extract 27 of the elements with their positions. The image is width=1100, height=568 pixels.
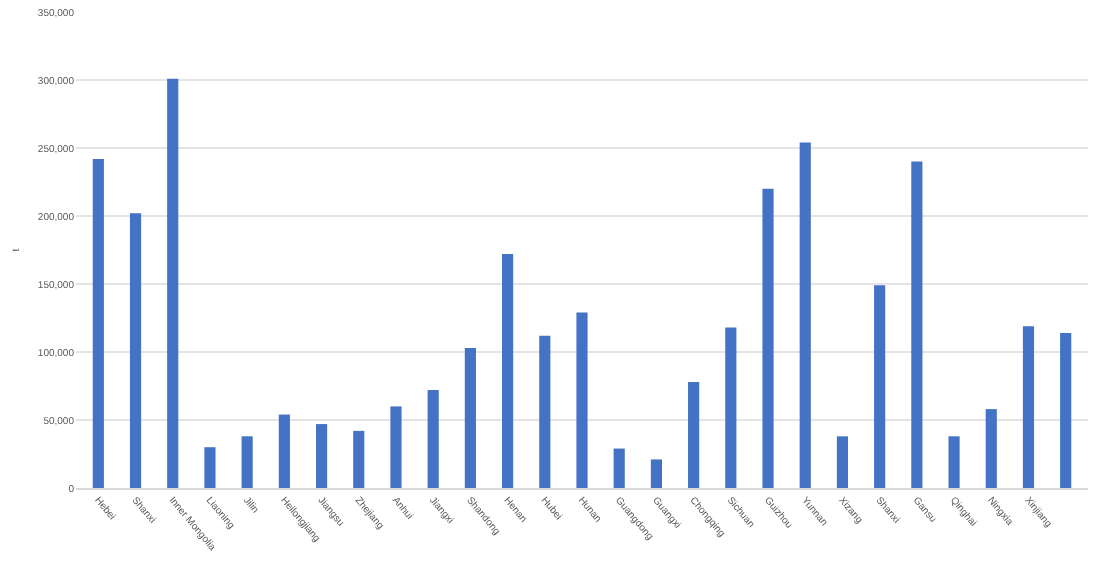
bar [650,459,662,488]
bar [167,78,179,488]
bar [427,390,439,488]
bar [613,448,625,488]
bar [1022,326,1035,488]
bar [539,335,551,488]
bar [390,406,402,488]
bar [241,436,253,488]
bar [762,188,774,488]
bar [502,254,514,488]
bar [836,436,849,488]
bar [985,409,997,488]
bar [315,424,328,488]
bar [874,285,886,488]
bar [129,213,142,488]
bar [911,161,923,488]
bar [204,447,216,488]
bar [576,312,588,488]
bar [725,327,737,488]
bar [278,414,290,488]
bar [1060,332,1072,488]
bar [799,142,811,488]
bar [464,347,476,488]
bar [948,436,960,488]
bar [353,430,365,488]
bar [92,158,104,488]
bar [688,381,700,488]
